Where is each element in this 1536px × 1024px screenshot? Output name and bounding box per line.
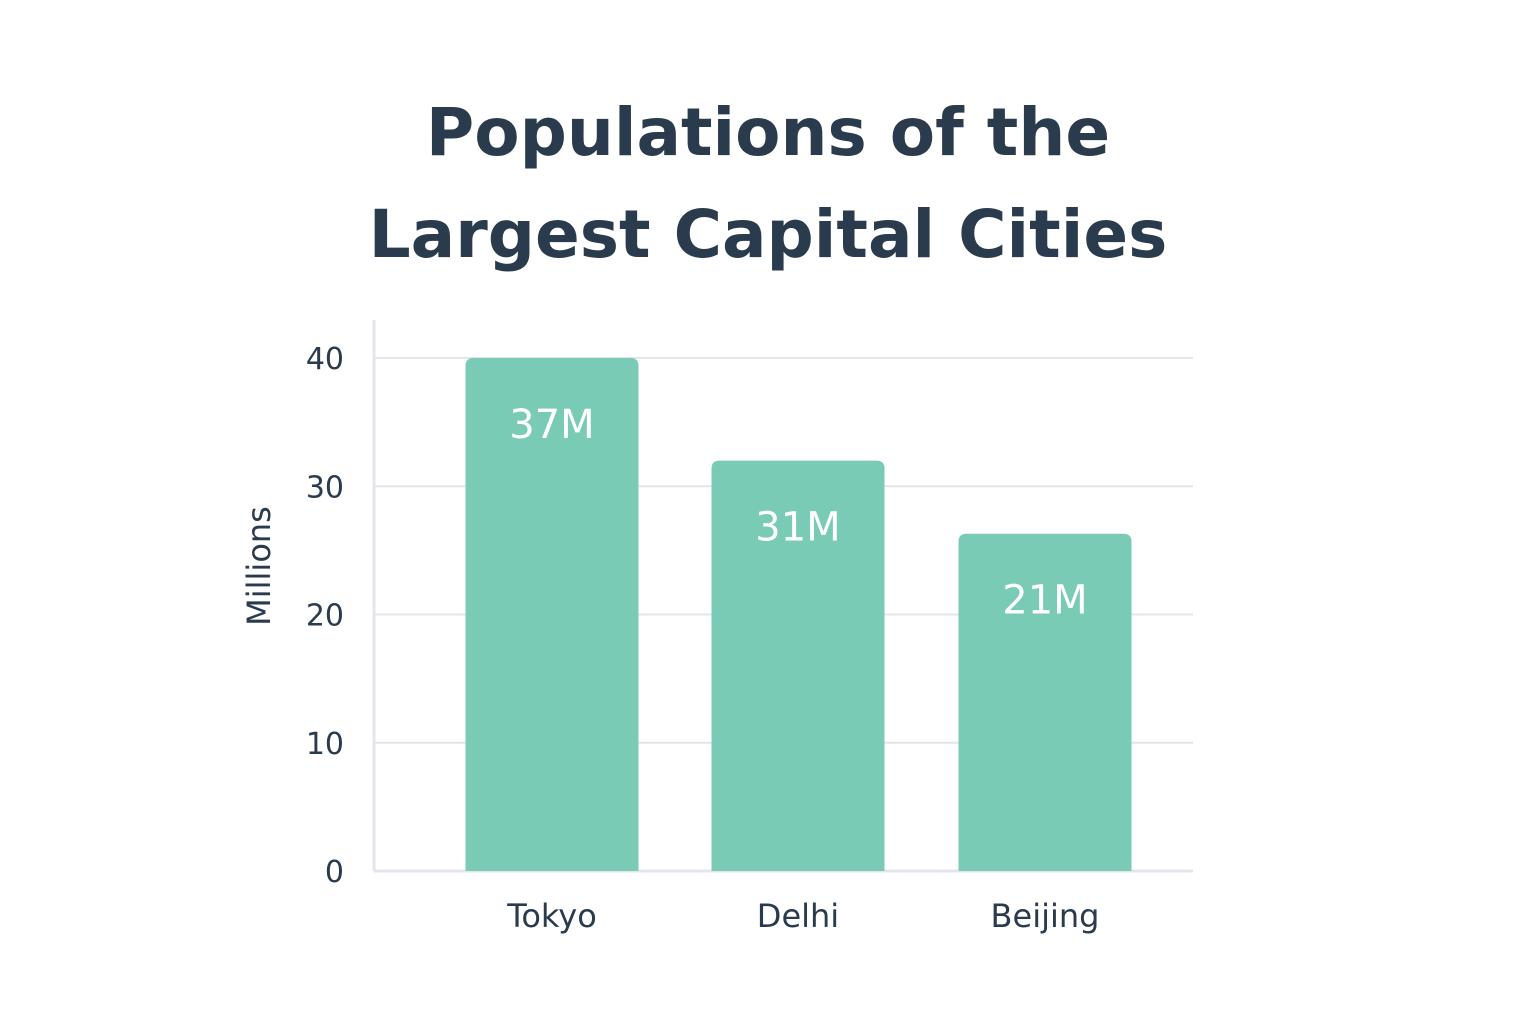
y-axis-label: Millions — [240, 506, 278, 626]
data-label-tokyo: 37M — [509, 402, 594, 448]
y-tick-label-10: 10 — [306, 727, 344, 762]
x-tick-label-tokyo: Tokyo — [506, 897, 597, 935]
x-tick-label-delhi: Delhi — [757, 897, 839, 935]
bar-delhi — [711, 460, 885, 871]
chart-title-line-2: Largest Capital Cities — [368, 196, 1168, 273]
data-label-delhi: 31M — [755, 505, 840, 551]
y-tick-label-20: 20 — [306, 599, 344, 634]
y-tick-label-0: 0 — [325, 855, 344, 890]
y-tick-label-30: 30 — [306, 470, 344, 505]
bars — [465, 358, 1132, 871]
chart-title-line-1: Populations of the — [425, 94, 1111, 171]
chart-title: Populations of the Largest Capital Citie… — [0, 82, 1536, 286]
bar-beijing — [958, 533, 1132, 871]
labels: 0 10 20 30 40 Millions 37M Tokyo 31M Delhi 21M Beij… — [240, 342, 1099, 935]
y-tick-label-40: 40 — [306, 342, 344, 377]
x-tick-label-beijing: Beijing — [991, 897, 1100, 935]
data-label-beijing: 21M — [1002, 578, 1087, 624]
bar-tokyo — [465, 358, 639, 871]
